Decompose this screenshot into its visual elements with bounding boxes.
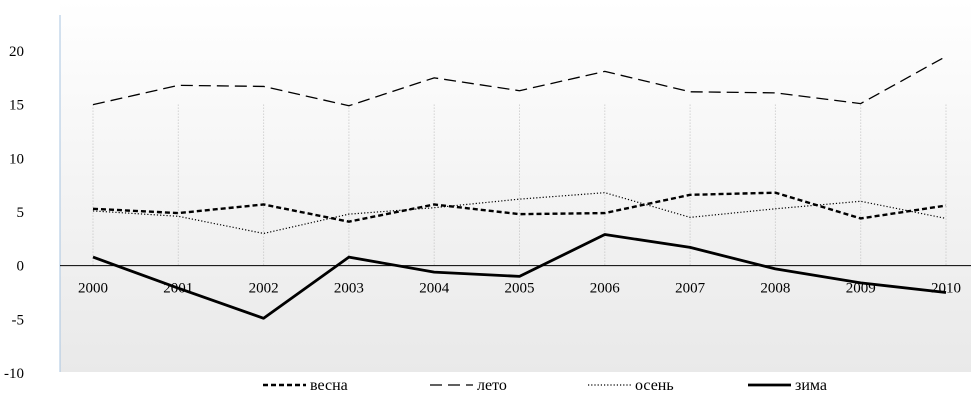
- plot-area: [60, 0, 971, 372]
- legend-label: весна: [310, 377, 348, 394]
- series-lines: [92, 55, 947, 320]
- legend-label: зима: [795, 377, 827, 394]
- y-tick-label: -5: [12, 312, 25, 328]
- legend-label: лето: [477, 377, 507, 394]
- x-tick-label: 2003: [334, 281, 364, 297]
- y-tick-label: 10: [9, 151, 24, 167]
- x-tick-label: 2000: [78, 281, 108, 297]
- x-tick-label: 2010: [931, 281, 961, 297]
- series-line-3: [92, 233, 947, 320]
- y-tick-labels: 20 15 10 5 0 -5 -10: [4, 44, 24, 382]
- y-tick-label: -10: [4, 366, 24, 382]
- y-tick-label: 20: [9, 44, 24, 60]
- x-tick-label: 2004: [419, 281, 450, 297]
- x-tick-label: 2005: [505, 281, 535, 297]
- y-tick-label: 0: [17, 259, 25, 275]
- x-tick-label: 2007: [675, 281, 706, 297]
- legend: весна лето осень зима: [263, 377, 827, 394]
- series-line-1: [92, 55, 947, 107]
- x-tick-labels: 2000 2001 2002 2003 2004 2005 2006 2007 2008 2009…: [78, 281, 961, 297]
- x-tick-label: 2008: [760, 281, 790, 297]
- x-tick-label: 2006: [590, 281, 621, 297]
- y-tick-label: 15: [9, 98, 24, 114]
- x-tick-label: 2002: [249, 281, 279, 297]
- y-tick-label: 5: [17, 205, 25, 221]
- legend-label: осень: [635, 377, 674, 394]
